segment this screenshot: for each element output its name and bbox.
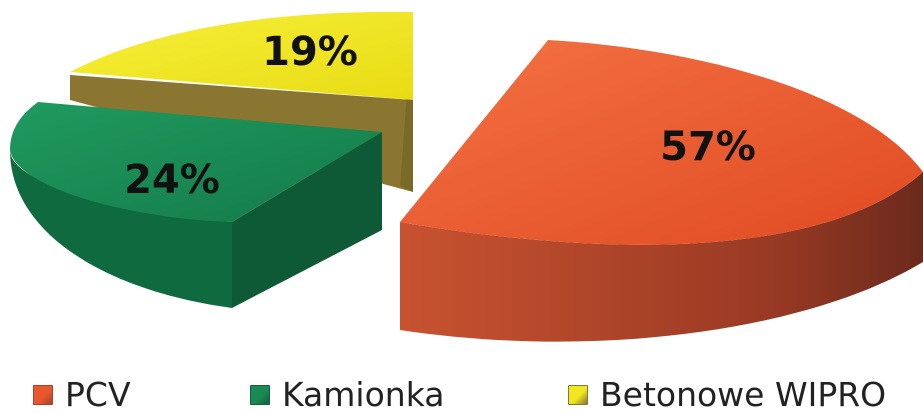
data-label-kamionka: 24% [124, 157, 220, 203]
slice-kamionka [10, 102, 382, 308]
legend-item-betonowe-wipro: Betonowe WIPRO [568, 376, 886, 414]
legend-swatch-kamionka [250, 385, 270, 405]
legend-label-betonowe-wipro: Betonowe WIPRO [600, 375, 887, 414]
slice-kamionka-top [10, 102, 382, 222]
data-label-betonowe-wipro: 19% [262, 29, 358, 75]
slice-kamionka-side-inner [232, 132, 382, 308]
slice-pcv-side [400, 172, 923, 342]
slice-kamionka-side [10, 150, 232, 308]
data-label-pcv: 57% [660, 124, 756, 170]
legend-item-pcv: PCV [33, 376, 131, 414]
legend-swatch-betonowe-wipro [568, 385, 588, 405]
pie-chart: 57% 24% 19% [10, 11, 923, 342]
slice-betonowe-wipro-top [70, 11, 413, 101]
legend: PCV Kamionka Betonowe WIPRO [0, 370, 923, 414]
legend-item-kamionka: Kamionka [250, 376, 444, 414]
legend-swatch-pcv [33, 385, 53, 405]
slice-pcv-top [400, 40, 923, 245]
legend-label-kamionka: Kamionka [282, 375, 445, 414]
legend-label-pcv: PCV [65, 375, 131, 414]
slice-pcv [400, 40, 923, 342]
